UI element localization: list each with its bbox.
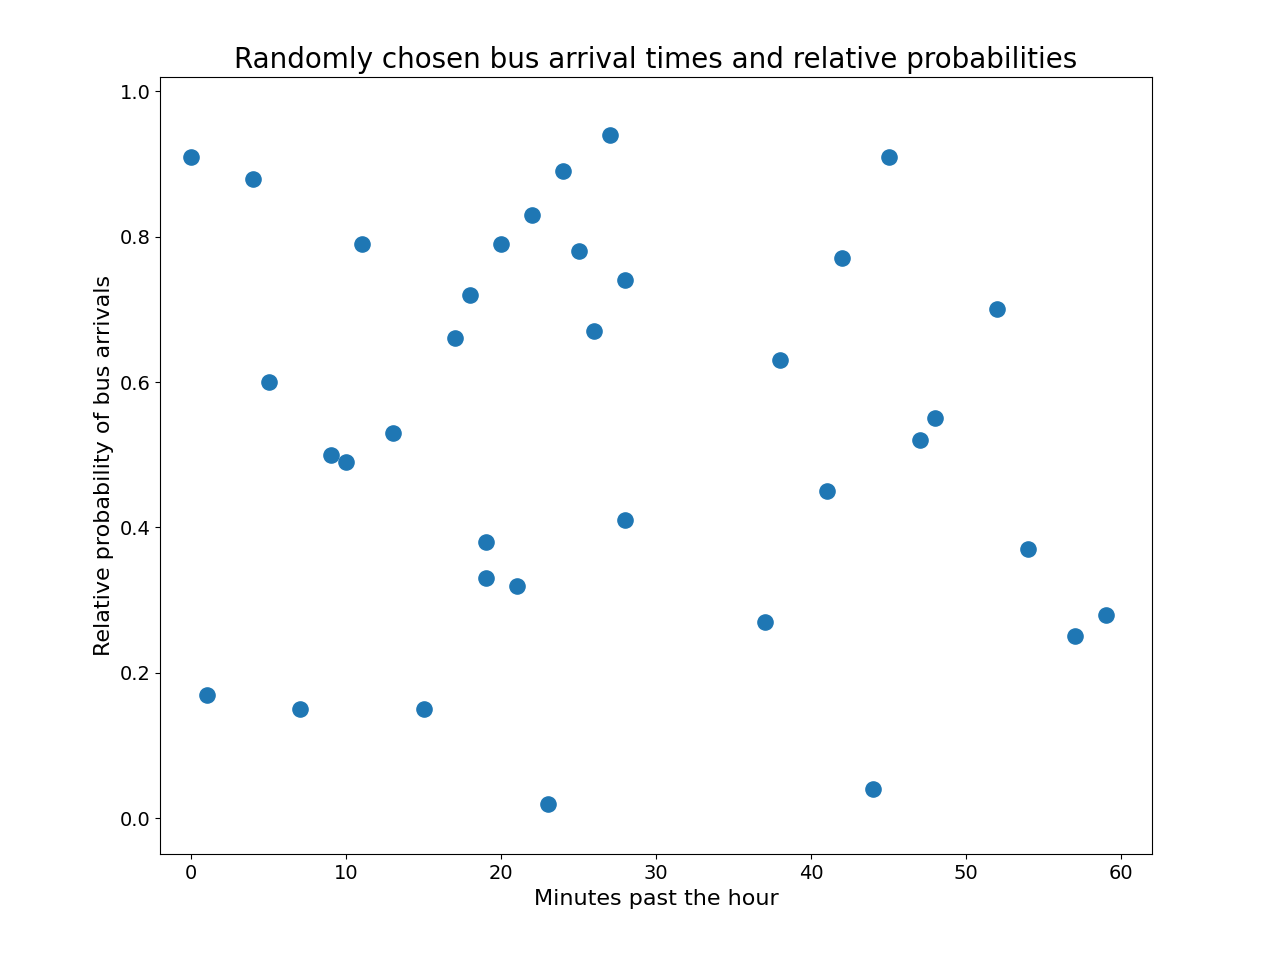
Point	[320, 447, 340, 463]
Point	[351, 236, 371, 252]
Point	[924, 411, 945, 426]
Point	[180, 149, 201, 164]
Point	[383, 425, 403, 441]
Point	[878, 149, 899, 164]
Point	[614, 513, 635, 528]
Point	[568, 244, 589, 259]
Point	[863, 781, 883, 797]
X-axis label: Minutes past the hour: Minutes past the hour	[534, 889, 778, 909]
Point	[832, 251, 852, 266]
Point	[475, 534, 495, 549]
Point	[413, 702, 434, 717]
Point	[460, 287, 480, 302]
Point	[1064, 629, 1084, 644]
Point	[553, 163, 573, 179]
Point	[490, 236, 511, 252]
Point	[522, 207, 543, 223]
Point	[507, 578, 527, 593]
Point	[584, 324, 604, 339]
Point	[335, 454, 356, 469]
Point	[538, 796, 558, 811]
Point	[475, 570, 495, 586]
Point	[614, 273, 635, 288]
Point	[243, 171, 264, 186]
Point	[1018, 541, 1038, 557]
Point	[769, 352, 790, 368]
Point	[259, 374, 279, 390]
Title: Randomly chosen bus arrival times and relative probabilities: Randomly chosen bus arrival times and re…	[234, 46, 1078, 75]
Point	[909, 433, 929, 448]
Y-axis label: Relative probability of bus arrivals: Relative probability of bus arrivals	[93, 275, 114, 657]
Point	[599, 128, 620, 143]
Point	[196, 686, 216, 702]
Point	[987, 301, 1007, 317]
Point	[1096, 607, 1116, 622]
Point	[754, 614, 774, 630]
Point	[817, 483, 837, 498]
Point	[444, 331, 465, 347]
Point	[289, 702, 310, 717]
